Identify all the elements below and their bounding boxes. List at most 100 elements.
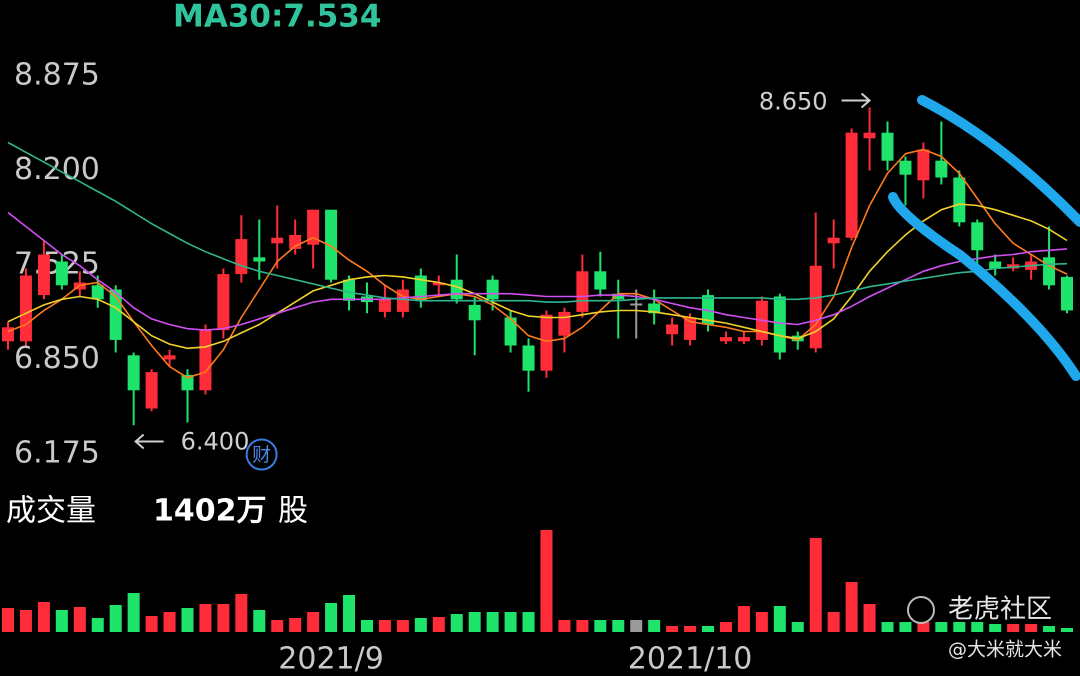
- arrow: [134, 433, 164, 450]
- volume-bar: [899, 622, 912, 632]
- candle-body: [1043, 257, 1056, 286]
- ma-line: [7, 148, 1068, 379]
- badge-circle: [245, 438, 278, 471]
- trend-line: [888, 192, 1080, 381]
- candle-body: [630, 303, 643, 306]
- volume-bar: [702, 626, 715, 632]
- volume-bar: [127, 593, 140, 632]
- volume-bar: [576, 620, 589, 632]
- volume-bar: [55, 610, 68, 632]
- volume-title: 成交量: [6, 494, 96, 529]
- candle-body: [737, 337, 750, 342]
- candle-body: [917, 149, 930, 181]
- volume-bar: [432, 617, 445, 632]
- volume-bar: [181, 608, 194, 632]
- volume-bar: [253, 610, 266, 632]
- candle-body: [468, 304, 481, 321]
- volume-bar: [468, 612, 481, 632]
- candle-body: [307, 209, 320, 245]
- candle-body: [396, 289, 409, 312]
- volume-bar: [648, 620, 661, 632]
- volume-bar: [235, 594, 248, 632]
- candle-body: [953, 177, 966, 223]
- logo-icon: [907, 596, 935, 624]
- candle-body: [109, 289, 122, 340]
- ma-line: [7, 141, 1068, 303]
- volume-bar: [91, 618, 104, 632]
- candle-body: [881, 132, 894, 161]
- candle-body: [414, 275, 427, 301]
- candle-body: [558, 311, 571, 336]
- candle-body: [809, 265, 822, 349]
- candle-body: [217, 274, 230, 331]
- candle-body: [145, 372, 158, 409]
- candle-body: [684, 317, 697, 340]
- candle-body: [971, 222, 984, 251]
- volume-bar: [630, 620, 643, 632]
- volume-bar: [414, 618, 427, 632]
- volume-bar: [791, 622, 804, 632]
- volume-bar: [109, 605, 122, 632]
- ma30-legend: MA30:7.534: [173, 0, 381, 35]
- arrow: [841, 92, 872, 109]
- volume-bar: [289, 618, 302, 632]
- candle-body: [504, 317, 517, 346]
- watermark-author: @大米就大米: [948, 639, 1062, 661]
- volume-bar: [827, 612, 840, 632]
- candle-body: [773, 296, 786, 353]
- volume-bar: [719, 622, 732, 632]
- volume-bar: [1025, 624, 1038, 632]
- volume-bar: [199, 604, 212, 632]
- candle-body: [719, 337, 732, 342]
- candle-body: [325, 209, 338, 280]
- volume-bar: [755, 612, 768, 632]
- volume-bar: [863, 604, 876, 632]
- candle-body: [127, 355, 140, 391]
- volume-bar: [37, 602, 50, 632]
- candle-body: [55, 261, 68, 286]
- candle-body: [899, 160, 912, 175]
- volume-bar: [396, 620, 409, 632]
- badge: 财: [252, 444, 271, 466]
- watermark-site: 老虎社区: [948, 595, 1052, 625]
- volume-bar: [971, 622, 984, 632]
- volume-bar: [1043, 626, 1056, 632]
- volume-bar: [217, 604, 230, 632]
- candle-body: [163, 355, 176, 360]
- volume-bar: [486, 612, 499, 632]
- volume-bar: [953, 622, 966, 632]
- volume-bar: [737, 606, 750, 632]
- high-label: 8.650: [759, 88, 828, 116]
- y-tick-label: 6.850: [14, 341, 100, 376]
- candle-body: [199, 330, 212, 391]
- candle-body: [253, 257, 266, 262]
- candle-body: [648, 303, 661, 314]
- candle-body: [19, 275, 32, 342]
- volume-bar: [19, 610, 32, 632]
- candle-body: [989, 261, 1002, 269]
- volume-bar: [594, 620, 607, 632]
- volume-bar: [522, 612, 535, 632]
- volume-bar: [917, 622, 930, 632]
- candle-body: [863, 132, 876, 139]
- volume-bar: [145, 616, 158, 632]
- y-tick-label: 6.175: [14, 436, 100, 471]
- candle-body: [432, 282, 445, 286]
- candle-body: [486, 279, 499, 300]
- candle-body: [845, 132, 858, 238]
- candle-body: [378, 299, 391, 312]
- volume-bar: [325, 603, 338, 632]
- volume-bar: [504, 612, 517, 632]
- volume-bar: [809, 538, 822, 632]
- volume-bar: [881, 622, 894, 632]
- volume-bar: [845, 582, 858, 632]
- ma-line: [7, 211, 1068, 331]
- volume-bar: [307, 612, 320, 632]
- ma-line: [7, 203, 1068, 350]
- candle-body: [91, 285, 104, 300]
- candle-body: [594, 271, 607, 290]
- volume-bar: [773, 606, 786, 632]
- candle-body: [271, 237, 284, 244]
